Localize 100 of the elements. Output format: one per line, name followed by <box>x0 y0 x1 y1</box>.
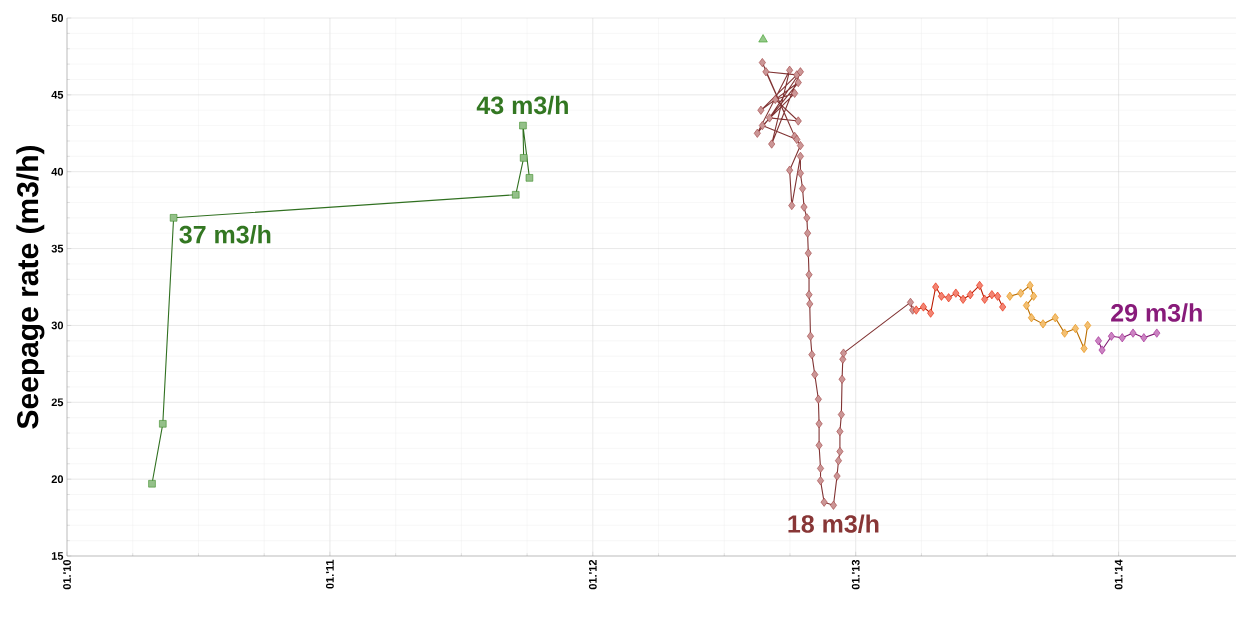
point <box>807 331 814 341</box>
point <box>840 348 847 358</box>
point <box>806 299 814 309</box>
point <box>1153 328 1161 338</box>
point <box>794 78 802 88</box>
point <box>758 121 766 131</box>
point <box>1098 345 1106 355</box>
y-tick-label: 25 <box>51 398 64 407</box>
annotation: 29 m3/h <box>1111 303 1202 322</box>
point <box>814 394 822 404</box>
point <box>758 34 768 43</box>
point <box>1080 343 1088 353</box>
point <box>771 94 779 104</box>
point <box>817 476 824 486</box>
point <box>830 500 837 510</box>
point <box>836 446 844 456</box>
point <box>1084 320 1092 330</box>
point <box>804 228 812 238</box>
point <box>836 426 844 436</box>
point <box>1017 288 1025 298</box>
point <box>820 497 828 507</box>
point <box>796 141 804 151</box>
point <box>907 297 914 307</box>
point <box>1140 333 1148 343</box>
point <box>525 174 534 182</box>
point <box>932 282 940 292</box>
point <box>966 290 974 300</box>
point <box>799 184 807 194</box>
point <box>757 105 765 115</box>
point <box>805 270 813 280</box>
point <box>815 440 823 450</box>
point <box>169 214 178 222</box>
point <box>937 291 945 301</box>
y-tick-label: 50 <box>51 14 64 22</box>
point <box>1071 324 1079 333</box>
point <box>952 288 960 298</box>
point <box>800 202 808 212</box>
point <box>1129 328 1137 338</box>
point <box>1026 280 1034 290</box>
point <box>1028 313 1035 323</box>
x-tick-label: 01.'12 <box>588 559 597 590</box>
point <box>786 65 794 75</box>
annotation: 18 m3/h <box>788 514 879 534</box>
point <box>837 410 845 420</box>
point <box>1039 319 1047 329</box>
x-tick-label: 01.'11 <box>326 559 334 589</box>
point <box>791 88 799 98</box>
point <box>1107 331 1115 341</box>
point <box>815 419 823 429</box>
y-tick-label: 40 <box>51 167 64 176</box>
point <box>945 293 953 303</box>
annotation: 37 m3/h <box>179 225 271 244</box>
x-tick-label: 01.'14 <box>1114 559 1123 590</box>
point <box>835 456 842 466</box>
x-tick-label: 01.'13 <box>851 559 860 590</box>
point <box>833 471 841 481</box>
point <box>927 308 935 318</box>
point <box>512 191 520 199</box>
point <box>804 248 812 258</box>
point <box>519 121 527 130</box>
point <box>1022 300 1030 310</box>
point <box>1095 336 1102 346</box>
point <box>988 290 996 300</box>
point <box>808 350 816 360</box>
point <box>796 168 804 178</box>
annotation: 43 m3/h <box>476 95 568 115</box>
point <box>803 213 811 223</box>
point <box>919 302 927 312</box>
point <box>758 58 766 68</box>
point <box>766 113 773 123</box>
point <box>1118 333 1126 343</box>
point <box>1006 291 1014 301</box>
point <box>805 290 813 300</box>
point <box>838 374 846 384</box>
y-axis-title: Seepage rate (m3/h) <box>16 145 45 429</box>
point <box>796 67 804 77</box>
point <box>981 294 989 304</box>
point <box>768 139 776 149</box>
point <box>959 294 967 304</box>
point <box>794 116 802 126</box>
y-tick-label: 15 <box>51 552 64 560</box>
point <box>519 154 528 162</box>
point <box>762 67 770 77</box>
point <box>796 151 804 161</box>
point <box>148 480 156 488</box>
point <box>1061 328 1069 338</box>
x-tick-label: 01.'10 <box>63 559 71 590</box>
point <box>976 280 984 290</box>
point <box>999 302 1007 312</box>
y-tick-label: 35 <box>51 244 64 253</box>
y-tick-label: 30 <box>51 321 64 330</box>
point <box>1051 313 1059 323</box>
point <box>1030 291 1038 301</box>
y-tick-label: 20 <box>51 475 64 484</box>
point <box>159 420 167 428</box>
point <box>811 370 819 380</box>
point <box>786 165 794 175</box>
point <box>788 201 796 211</box>
y-tick-label: 45 <box>51 91 64 99</box>
point <box>753 128 761 138</box>
